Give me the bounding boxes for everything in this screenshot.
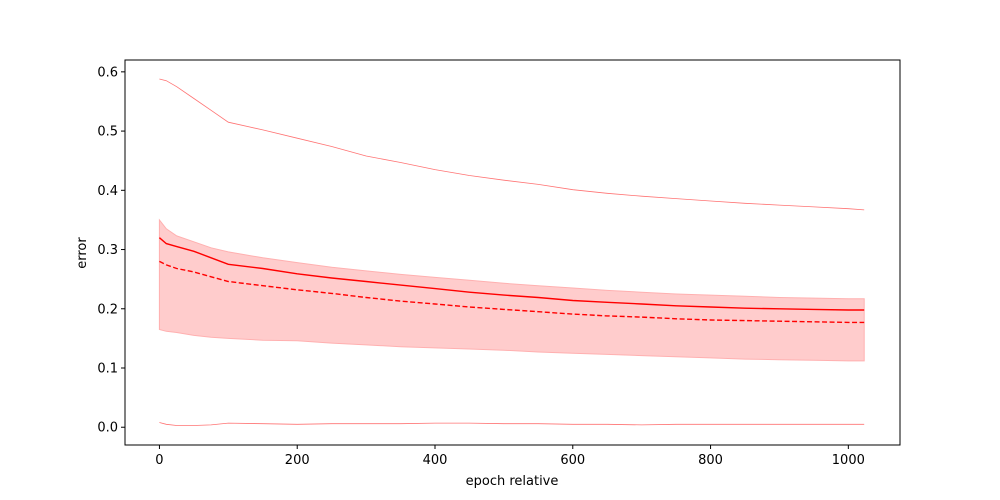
y-axis-label: error bbox=[75, 237, 90, 269]
series-line-2 bbox=[159, 78, 865, 211]
x-axis: 0 200 400 600 800 1000 bbox=[155, 445, 865, 468]
y-tick-label: 0.1 bbox=[97, 362, 118, 377]
series-line-0 bbox=[158, 237, 865, 311]
y-tick-label: 0.5 bbox=[97, 125, 118, 140]
y-axis: 0.0 0.1 0.2 0.3 0.4 0.5 0.6 bbox=[97, 65, 125, 436]
y-tick-label: 0.2 bbox=[97, 302, 118, 317]
std-band bbox=[158, 218, 865, 362]
x-tick-label: 1000 bbox=[832, 453, 865, 468]
x-tick-label: 800 bbox=[698, 453, 723, 468]
plot-frame bbox=[124, 59, 901, 446]
band-layer bbox=[158, 218, 865, 362]
series-layer bbox=[158, 78, 865, 426]
series-line-1 bbox=[159, 260, 865, 324]
x-axis-label: epoch relative bbox=[466, 474, 559, 489]
series-line-3 bbox=[159, 422, 865, 426]
x-tick-label: 200 bbox=[285, 453, 310, 468]
y-tick-label: 0.3 bbox=[97, 243, 118, 258]
y-tick-label: 0.0 bbox=[97, 421, 118, 436]
y-tick-label: 0.6 bbox=[97, 65, 118, 80]
x-tick-label: 600 bbox=[560, 453, 585, 468]
plot-area bbox=[125, 60, 900, 445]
x-tick-label: 0 bbox=[155, 453, 163, 468]
y-tick-label: 0.4 bbox=[97, 184, 118, 199]
x-tick-label: 400 bbox=[423, 453, 448, 468]
